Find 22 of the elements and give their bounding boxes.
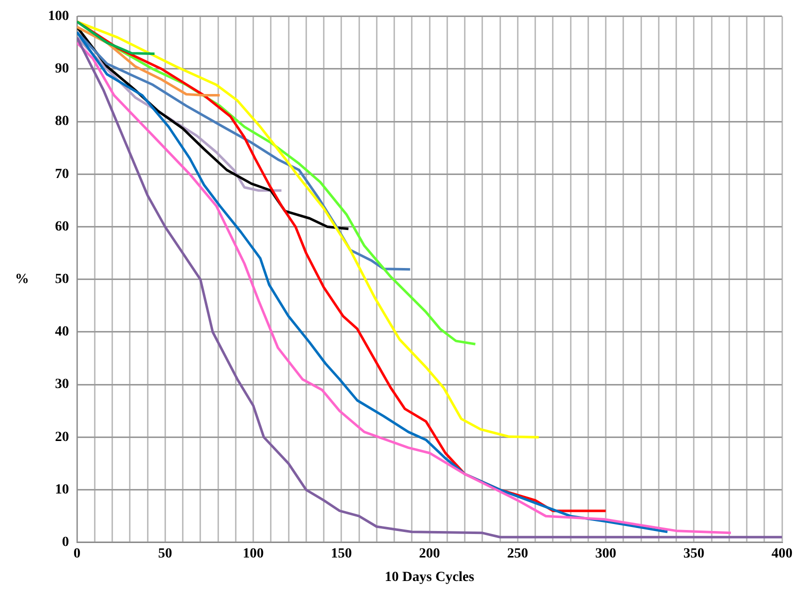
y-tick-label: 80 [55, 114, 69, 130]
y-tick-label: 20 [55, 430, 69, 445]
y-tick-label: 0 [62, 535, 69, 550]
y-tick-label: 50 [55, 272, 69, 288]
y-tick-label: 70 [55, 166, 69, 182]
y-tick-label: 90 [55, 62, 69, 77]
x-tick-label: 300 [595, 546, 616, 562]
x-tick-label: 250 [507, 546, 528, 562]
x-tick-label: 50 [158, 546, 172, 562]
x-tick-label: 100 [242, 546, 264, 562]
y-tick-label: 30 [55, 377, 69, 392]
x-tick-label: 0 [74, 546, 80, 562]
x-tick-label: 400 [772, 546, 792, 562]
x-axis-title: 10 Days Cycles [384, 570, 475, 586]
y-tick-label: 100 [48, 9, 69, 24]
y-tick-label: 10 [55, 482, 69, 498]
x-tick-label: 150 [330, 546, 352, 562]
y-axis-title: % [15, 272, 29, 288]
x-tick-label: 350 [683, 546, 704, 562]
y-tick-label: 40 [55, 324, 69, 340]
y-tick-label: 60 [55, 219, 69, 234]
x-tick-label: 200 [419, 546, 440, 562]
